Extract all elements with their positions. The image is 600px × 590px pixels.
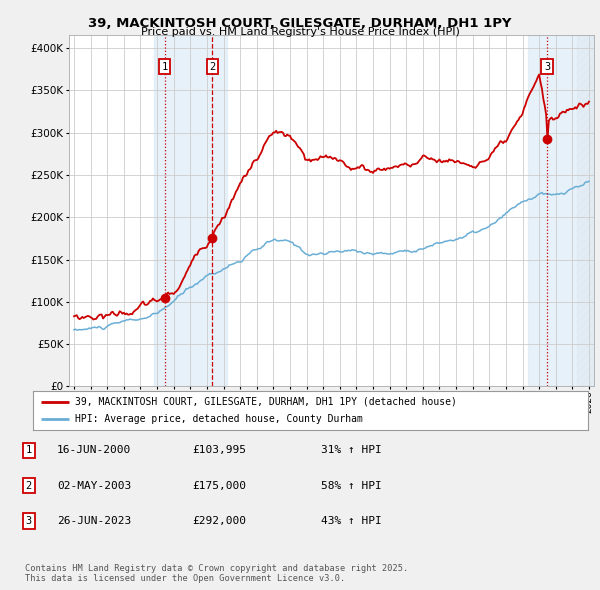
Text: 16-JUN-2000: 16-JUN-2000 (57, 445, 131, 455)
Bar (577, 35, 594, 386)
Text: 2: 2 (209, 62, 215, 72)
Text: 1: 1 (161, 62, 168, 72)
Text: 3: 3 (544, 62, 550, 72)
Text: 1: 1 (26, 445, 32, 455)
Text: £292,000: £292,000 (192, 516, 246, 526)
Text: £103,995: £103,995 (192, 445, 246, 455)
Text: 58% ↑ HPI: 58% ↑ HPI (321, 481, 382, 490)
Text: HPI: Average price, detached house, County Durham: HPI: Average price, detached house, Coun… (74, 414, 362, 424)
Bar (154, 35, 227, 386)
Text: 43% ↑ HPI: 43% ↑ HPI (321, 516, 382, 526)
Bar (527, 35, 594, 386)
Text: £175,000: £175,000 (192, 481, 246, 490)
Text: 2: 2 (26, 481, 32, 490)
Text: 26-JUN-2023: 26-JUN-2023 (57, 516, 131, 526)
Text: 39, MACKINTOSH COURT, GILESGATE, DURHAM, DH1 1PY (detached house): 39, MACKINTOSH COURT, GILESGATE, DURHAM,… (74, 396, 457, 407)
Text: 3: 3 (26, 516, 32, 526)
Text: 39, MACKINTOSH COURT, GILESGATE, DURHAM, DH1 1PY: 39, MACKINTOSH COURT, GILESGATE, DURHAM,… (88, 17, 512, 30)
Text: 02-MAY-2003: 02-MAY-2003 (57, 481, 131, 490)
Text: 31% ↑ HPI: 31% ↑ HPI (321, 445, 382, 455)
Text: Price paid vs. HM Land Registry's House Price Index (HPI): Price paid vs. HM Land Registry's House … (140, 27, 460, 37)
Text: Contains HM Land Registry data © Crown copyright and database right 2025.
This d: Contains HM Land Registry data © Crown c… (25, 563, 409, 583)
